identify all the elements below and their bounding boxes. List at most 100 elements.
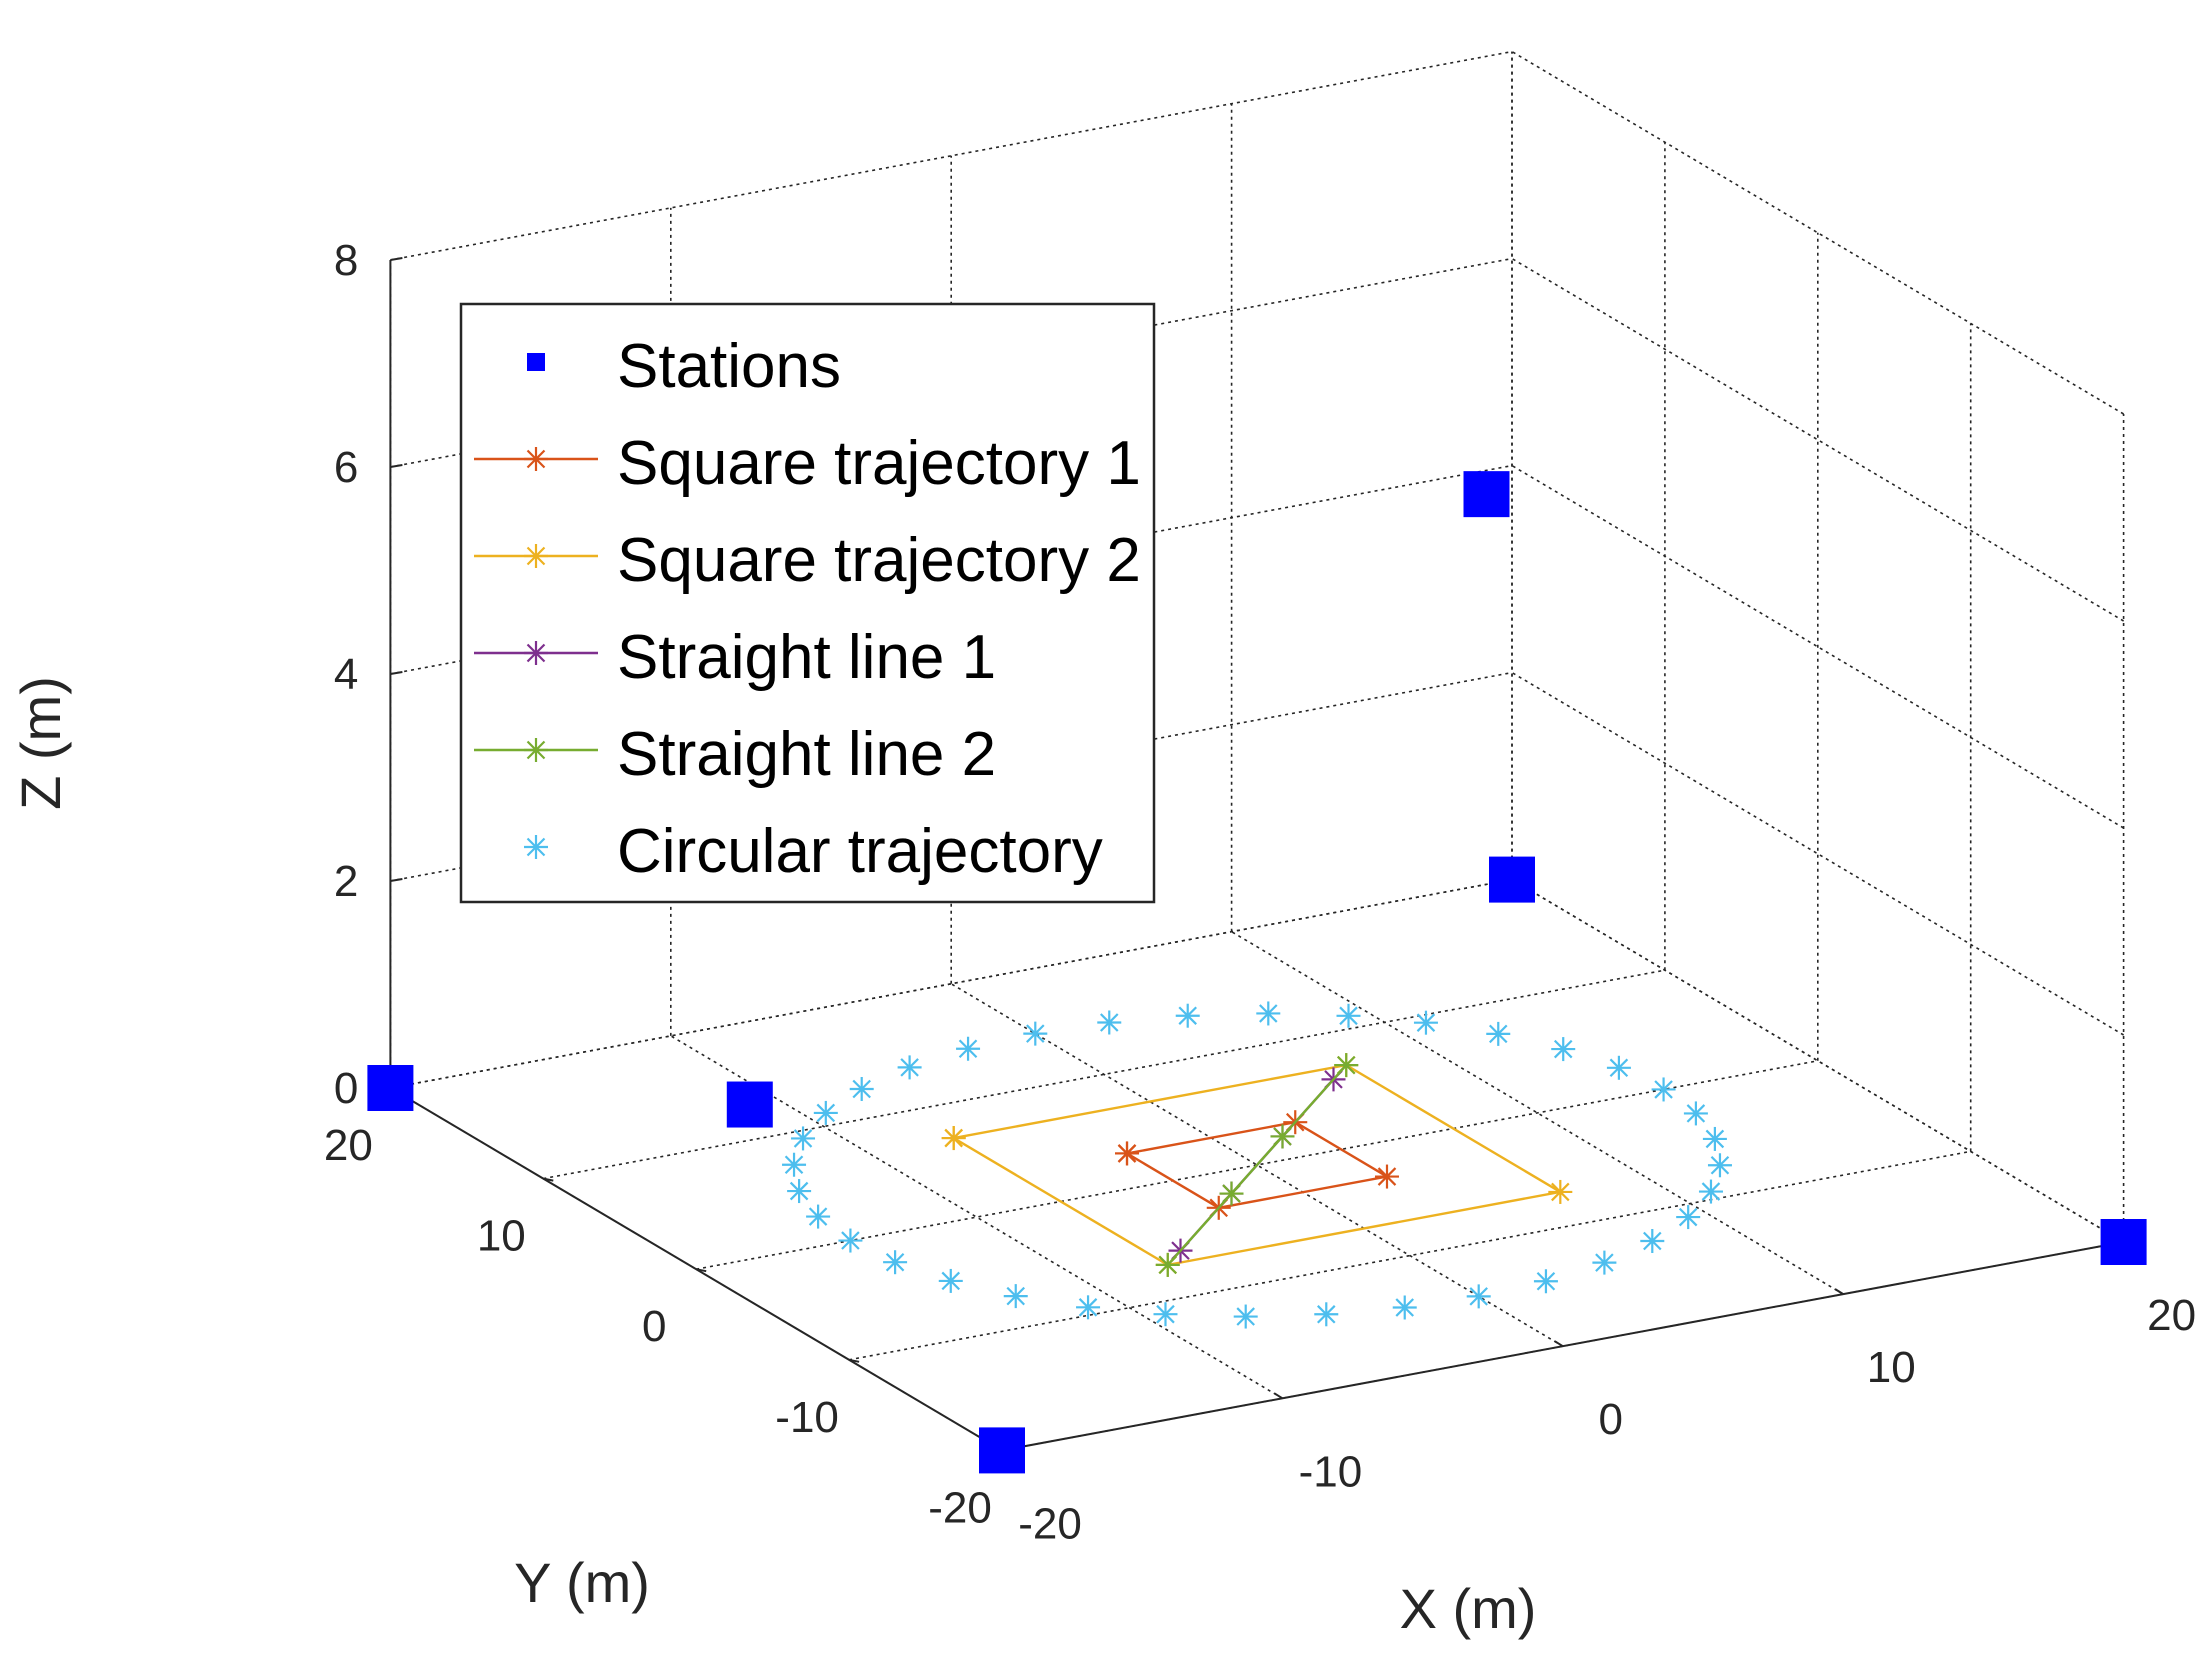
floor-grid-line <box>848 1150 1971 1361</box>
data-point-asterisk <box>1683 1101 1708 1126</box>
back-wall-grid-line <box>390 50 1513 261</box>
data-point-asterisk <box>813 1100 838 1125</box>
legend: Stations Square trajectory 1 Square traj… <box>459 302 1156 904</box>
axes <box>389 257 2125 1454</box>
data-point-asterisk <box>897 1055 922 1080</box>
legend-label-straight-line-1: Straight line 1 <box>617 623 996 692</box>
data-point-asterisk <box>1698 1179 1723 1204</box>
legend-entry-straight-line-1: Straight line 1 <box>474 623 996 692</box>
x-tick-label: -10 <box>1299 1447 1363 1496</box>
data-point-asterisk <box>1651 1077 1676 1102</box>
tick-labels: 0 2 4 6 8 -20 -10 0 10 20 -20 -10 0 10 2… <box>324 236 2196 1548</box>
data-point-asterisk <box>849 1077 874 1102</box>
data-point-asterisk <box>1702 1126 1727 1151</box>
y-axis-label: Y (m) <box>514 1551 650 1614</box>
data-point-asterisk <box>938 1268 963 1293</box>
data-point-asterisk <box>782 1152 807 1177</box>
data-point-asterisk <box>1676 1205 1701 1230</box>
legend-entry-straight-line-2: Straight line 2 <box>474 720 996 789</box>
data-point-asterisk <box>1533 1269 1558 1294</box>
data-point-asterisk <box>791 1126 816 1151</box>
y-tick-mark <box>848 1358 860 1363</box>
z-axis-label: Z (m) <box>9 676 72 810</box>
data-point-asterisk <box>806 1204 831 1229</box>
legend-swatch-straight-line-1 <box>474 641 598 665</box>
legend-swatch-asterisk <box>524 641 548 665</box>
legend-entry-square-trajectory-1: Square trajectory 1 <box>474 429 1141 498</box>
data-point-asterisk <box>1153 1302 1178 1327</box>
data-point-asterisk <box>1003 1284 1028 1309</box>
x-tick-label: 20 <box>2147 1291 2196 1340</box>
y-tick-mark <box>696 1268 707 1273</box>
y-tick-label: 0 <box>642 1302 666 1351</box>
data-point-asterisk <box>1592 1250 1617 1275</box>
series-line <box>1166 1064 1348 1266</box>
legend-swatch-straight-line-2 <box>474 738 598 762</box>
data-point-asterisk <box>787 1179 812 1204</box>
z-tick-mark <box>390 464 403 468</box>
side-wall-grid-line <box>1511 671 2125 1036</box>
legend-swatch-asterisk <box>524 447 548 471</box>
data-point-square <box>2100 1219 2147 1265</box>
data-point-asterisk <box>1076 1295 1101 1320</box>
data-point-asterisk <box>1115 1141 1140 1166</box>
plot-area <box>367 471 2147 1474</box>
y-tick-mark <box>543 1177 554 1182</box>
data-point-asterisk <box>1270 1124 1295 1149</box>
series-5 <box>782 1001 1732 1329</box>
data-point-asterisk <box>1640 1228 1665 1253</box>
legend-entry-square-trajectory-2: Square trajectory 2 <box>474 526 1141 595</box>
data-point-asterisk <box>883 1250 908 1275</box>
data-point-square <box>367 1065 414 1111</box>
back-wall-grid-line <box>390 878 1513 1089</box>
data-point-asterisk <box>1256 1001 1281 1026</box>
data-point-asterisk <box>1551 1037 1576 1062</box>
data-point-asterisk <box>1374 1164 1399 1189</box>
y-tick-label: -20 <box>928 1483 992 1532</box>
floor-grid-line <box>543 969 1666 1180</box>
series-0 <box>367 471 2147 1474</box>
data-point-asterisk <box>1707 1153 1732 1178</box>
data-point-asterisk <box>1314 1302 1339 1327</box>
y-tick-label: 20 <box>324 1121 373 1170</box>
side-wall-grid-line <box>1511 257 2125 622</box>
z-tick-label: 4 <box>334 650 358 699</box>
y-tick-label: 10 <box>477 1212 526 1261</box>
legend-box <box>459 302 1156 904</box>
legend-label-straight-line-2: Straight line 2 <box>617 720 996 789</box>
z-tick-mark <box>390 257 403 261</box>
z-tick-label: 8 <box>334 236 358 285</box>
x-tick-mark <box>1273 1392 1283 1400</box>
legend-swatch-asterisk <box>524 544 548 568</box>
data-point-asterisk <box>1413 1010 1438 1035</box>
legend-label-circular-trajectory: Circular trajectory <box>617 817 1103 886</box>
z-tick-mark <box>390 671 403 675</box>
data-point-asterisk <box>1175 1003 1200 1028</box>
data-point-asterisk <box>1233 1304 1258 1329</box>
data-point-asterisk <box>838 1228 863 1253</box>
x-tick-label: 0 <box>1599 1395 1623 1444</box>
legend-swatch-square <box>527 353 545 371</box>
data-point-square <box>726 1081 773 1128</box>
data-point-asterisk <box>1155 1252 1180 1277</box>
x-tick-mark <box>1554 1340 1564 1348</box>
legend-swatch-asterisk <box>524 835 548 859</box>
data-point-asterisk <box>1548 1179 1573 1204</box>
data-point-square <box>1489 856 1535 903</box>
legend-label-square-trajectory-1: Square trajectory 1 <box>617 429 1141 498</box>
legend-swatch-square-trajectory-1 <box>474 447 598 471</box>
x-tick-label: -20 <box>1018 1499 1082 1548</box>
series-4 <box>1155 1053 1359 1277</box>
data-point-asterisk <box>1606 1055 1631 1080</box>
x-axis-label: X (m) <box>1400 1577 1537 1640</box>
z-tick-label: 0 <box>334 1064 358 1113</box>
data-point-asterisk <box>1023 1021 1048 1046</box>
data-point-asterisk <box>1466 1284 1491 1309</box>
data-point-square <box>979 1427 1025 1474</box>
y-axis-line <box>389 1087 1003 1452</box>
z-tick-mark <box>390 878 403 882</box>
legend-swatch-circular-trajectory <box>524 835 548 859</box>
legend-label-square-trajectory-2: Square trajectory 2 <box>617 526 1141 595</box>
data-point-asterisk <box>1486 1021 1511 1046</box>
